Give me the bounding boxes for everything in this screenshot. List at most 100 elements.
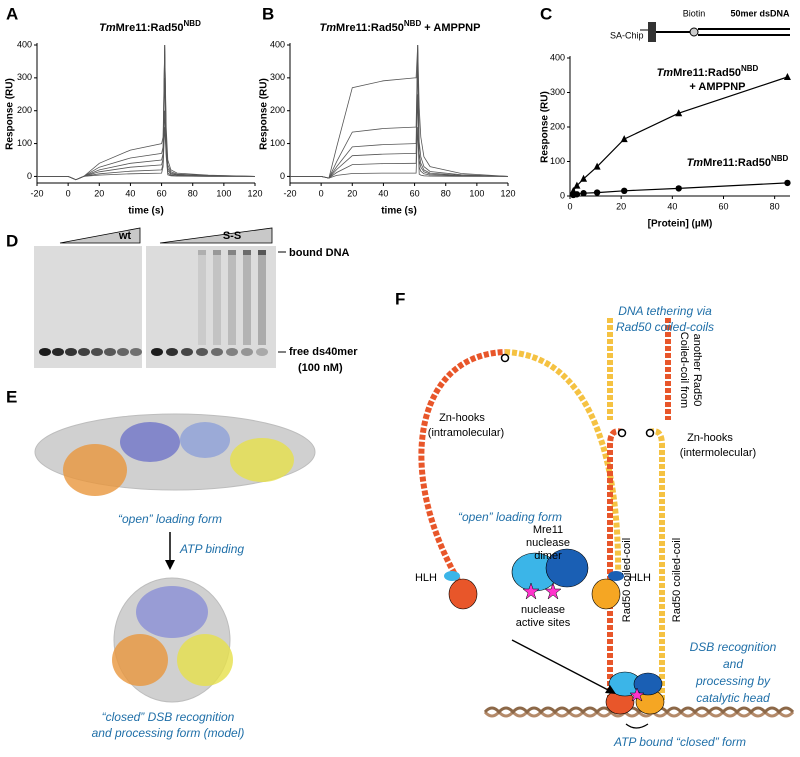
gel-band xyxy=(241,348,253,356)
structure-label: and processing form (model) xyxy=(92,726,245,740)
gel-band xyxy=(104,348,116,356)
diagram-label: dimer xyxy=(534,550,562,562)
rad50-nbd xyxy=(591,578,621,610)
series-line xyxy=(290,44,509,179)
diagram-label: (intermolecular) xyxy=(680,447,756,459)
inset-label: SA-Chip xyxy=(610,30,644,40)
title-part: NBD xyxy=(741,64,759,73)
series-line xyxy=(290,44,509,179)
x-tick-label: 20 xyxy=(94,188,104,198)
x-tick-label: 0 xyxy=(319,188,324,198)
gel xyxy=(34,227,286,368)
panel-letter: A xyxy=(6,4,18,23)
diagram-label: and xyxy=(723,657,743,671)
marker xyxy=(621,187,628,195)
series-line xyxy=(37,127,255,181)
gel-band xyxy=(258,250,266,255)
y-tick-label: 100 xyxy=(270,138,285,148)
structure-label: ATP binding xyxy=(179,542,244,556)
hlh xyxy=(444,571,460,581)
x-tick-label: 60 xyxy=(157,188,167,198)
gel-band xyxy=(181,348,193,356)
y-axis-label: Response (RU) xyxy=(259,78,270,150)
chart-title: TmMre11:Rad50NBD xyxy=(99,19,201,34)
series-line xyxy=(37,77,256,181)
x-axis-label: time (s) xyxy=(128,206,164,217)
x-tick-label: 60 xyxy=(410,188,420,198)
chart-title: TmMre11:Rad50NBD xyxy=(687,154,789,169)
diagram-label: Zn-hooks xyxy=(439,412,485,424)
arrow xyxy=(511,639,613,693)
x-tick-label: 20 xyxy=(347,188,357,198)
chip-inset xyxy=(640,22,790,42)
x-tick-label: 120 xyxy=(247,188,262,198)
diagram-label: processing by xyxy=(695,674,771,688)
title-part: + AMPPNP xyxy=(689,81,745,93)
x-tick-label: 100 xyxy=(469,188,484,198)
x-tick-label: 120 xyxy=(500,188,515,198)
title-part: Tm xyxy=(687,157,704,169)
series-line xyxy=(290,94,509,179)
y-tick-label: 200 xyxy=(270,105,285,115)
gradient-wedge xyxy=(159,227,273,244)
marker xyxy=(580,190,587,197)
gel-band xyxy=(226,348,238,356)
gel-band xyxy=(117,348,129,356)
x-axis-label: [Protein] (µM) xyxy=(648,219,713,230)
title-part: Mre11:Rad50 xyxy=(336,22,404,34)
rad50-coil xyxy=(418,349,506,582)
dna-strand xyxy=(483,706,795,715)
mre11-domain xyxy=(120,422,180,462)
series-line xyxy=(37,44,256,181)
gel-label: free ds40mer xyxy=(289,346,358,358)
diagram-label: catalytic head xyxy=(696,691,770,705)
rad50-domain xyxy=(63,444,127,496)
diagram-label: nuclease xyxy=(526,537,570,549)
diagram-label: ATP bound “closed” form xyxy=(613,735,746,749)
hlh xyxy=(608,571,624,581)
dna-helix xyxy=(483,706,795,718)
marker xyxy=(593,189,601,196)
arrow-head xyxy=(605,685,616,694)
diagram-label: “open” loading form xyxy=(458,510,562,524)
rad50-nbd xyxy=(448,578,478,610)
panel-letter: F xyxy=(395,289,405,308)
gel-band xyxy=(243,250,251,255)
gel-band xyxy=(228,250,236,255)
diagram-label: Rad50 coiled-coils xyxy=(616,320,714,334)
diagram-label: Coiled-coil from xyxy=(678,332,690,408)
y-tick-label: 400 xyxy=(17,39,32,49)
gel-band xyxy=(52,348,64,356)
title-part: Tm xyxy=(657,67,674,79)
structure-label: “closed” DSB recognition xyxy=(102,710,235,724)
diagram-label: Rad50 coiled-coil xyxy=(621,538,633,622)
gel-label: (100 nM) xyxy=(298,362,343,374)
y-tick-label: 200 xyxy=(550,121,565,131)
marker xyxy=(573,191,581,198)
y-axis-label: Response (RU) xyxy=(540,91,551,163)
panel-letter: B xyxy=(262,4,274,23)
diagram-label: HLH xyxy=(415,572,437,584)
mre11 xyxy=(633,672,663,696)
gradient-wedge xyxy=(59,227,141,244)
gel-smear xyxy=(258,255,266,345)
chart-title: TmMre11:Rad50NBD xyxy=(657,64,759,79)
title-part: NBD xyxy=(184,19,202,28)
gel-smear xyxy=(213,255,221,345)
gel-band xyxy=(39,348,51,356)
y-tick-label: 200 xyxy=(17,105,32,115)
diagram-label: Mre11 xyxy=(533,524,563,536)
x-tick-label: 0 xyxy=(66,188,71,198)
zn-hook xyxy=(617,428,627,438)
gel-lane-block xyxy=(34,246,142,368)
x-tick-label: -20 xyxy=(283,188,296,198)
gel-band xyxy=(151,348,163,356)
y-tick-label: 100 xyxy=(550,156,565,166)
gel-band xyxy=(78,348,90,356)
diagram-label: Zn-hooks xyxy=(687,432,733,444)
y-tick-label: 400 xyxy=(270,39,285,49)
gel-band xyxy=(213,250,221,255)
title-part: Tm xyxy=(99,22,116,34)
series-line xyxy=(290,44,509,179)
